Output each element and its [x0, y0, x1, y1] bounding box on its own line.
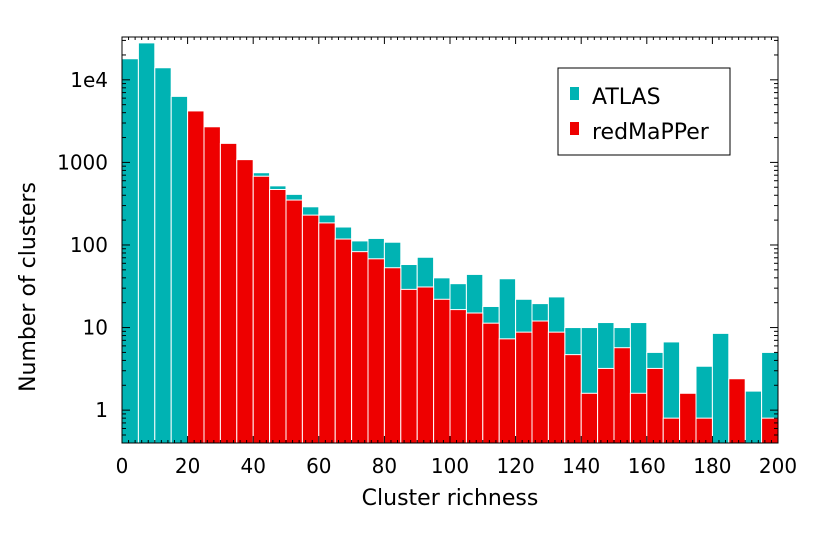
bar-redmapper	[531, 320, 549, 444]
bar-redmapper	[564, 354, 582, 444]
bar-redmapper	[646, 367, 664, 444]
y-tick-label: 1	[95, 398, 108, 422]
bar-redmapper	[433, 298, 451, 444]
bar-redmapper	[728, 378, 746, 444]
x-axis-label: Cluster richness	[362, 486, 539, 511]
bar-redmapper	[219, 142, 238, 444]
bar-redmapper	[482, 322, 500, 444]
bar-redmapper	[383, 267, 402, 444]
bar-redmapper	[449, 309, 467, 444]
x-tick-label: 60	[306, 454, 331, 478]
tick-labels-group: 0 20 40 60 80 100 120 140 160 180 200 1 10 100 1000 1e4	[57, 68, 797, 478]
bar-redmapper	[613, 347, 631, 444]
x-tick-label: 180	[693, 454, 731, 478]
legend: ATLAS redMaPPer	[557, 67, 731, 156]
bar-redmapper	[580, 392, 599, 444]
legend-label-atlas: ATLAS	[592, 85, 661, 110]
bar-redmapper	[367, 258, 385, 444]
bar-redmapper	[416, 286, 435, 444]
bar-atlas	[154, 67, 172, 444]
x-tick-label: 140	[562, 454, 600, 478]
bar-redmapper	[252, 175, 271, 444]
bar-redmapper	[515, 331, 533, 444]
bar-redmapper	[679, 392, 697, 444]
x-tick-label: 40	[240, 454, 265, 478]
x-tick-label: 0	[116, 454, 129, 478]
x-tick-label: 20	[175, 454, 200, 478]
bar-redmapper	[301, 214, 320, 444]
bar-redmapper	[465, 312, 484, 444]
bar-redmapper	[547, 331, 566, 444]
bar-redmapper	[203, 126, 221, 444]
bar-redmapper	[351, 251, 369, 444]
bar-redmapper	[498, 338, 517, 444]
y-tick-label: 1e4	[70, 68, 108, 92]
bar-atlas	[137, 42, 156, 444]
bar-redmapper	[400, 288, 418, 444]
legend-box	[557, 67, 731, 156]
y-axis-label: Number of clusters	[16, 182, 41, 392]
bar-redmapper	[187, 110, 205, 444]
y-tick-label: 10	[83, 316, 108, 340]
bar-redmapper	[334, 238, 353, 444]
bar-redmapper	[318, 222, 336, 444]
bar-redmapper	[761, 417, 779, 444]
bar-atlas	[711, 332, 730, 444]
plot-frame	[121, 36, 779, 444]
legend-swatch-redmapper	[570, 122, 579, 135]
x-tick-label: 100	[431, 454, 469, 478]
x-tick-label: 120	[497, 454, 535, 478]
bar-redmapper	[269, 188, 287, 444]
bar-redmapper	[236, 159, 254, 444]
x-tick-label: 200	[759, 454, 797, 478]
bar-redmapper	[695, 417, 713, 444]
bar-atlas	[170, 95, 189, 444]
legend-swatch-atlas	[570, 87, 579, 100]
bar-redmapper	[629, 392, 648, 444]
y-tick-label: 1000	[57, 150, 108, 174]
y-tick-label: 100	[70, 233, 108, 257]
bar-atlas	[744, 390, 763, 444]
x-tick-label: 80	[372, 454, 397, 478]
x-tick-label: 160	[628, 454, 666, 478]
bar-redmapper	[662, 417, 681, 444]
bar-redmapper	[597, 367, 615, 444]
legend-label-redmapper: redMaPPer	[592, 120, 710, 145]
bar-redmapper	[285, 199, 303, 444]
